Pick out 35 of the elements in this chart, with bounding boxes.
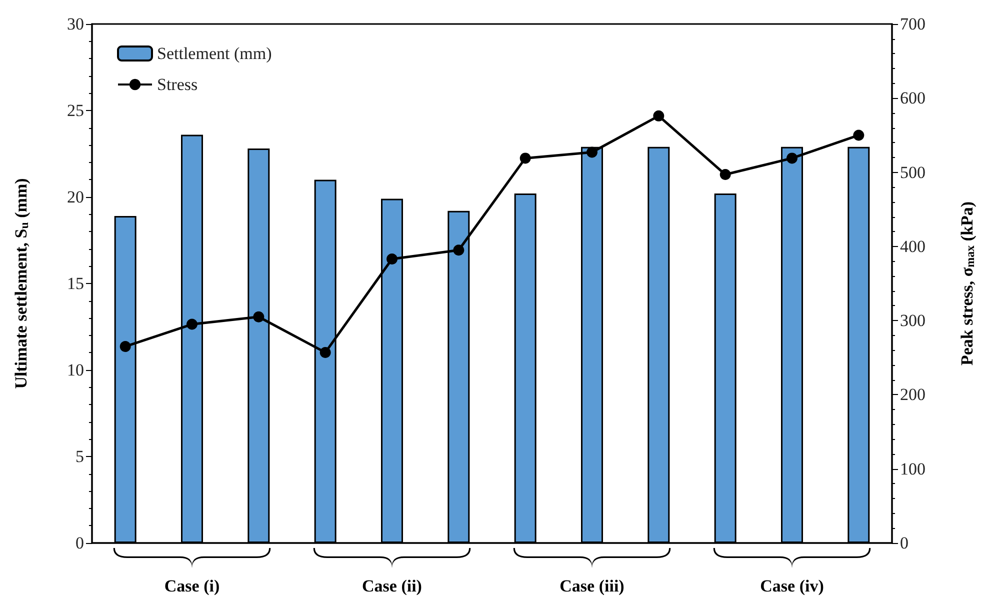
- legend-label: Settlement (mm): [157, 44, 272, 63]
- text: Case (ii): [362, 576, 422, 596]
- text: Case (iii): [560, 576, 624, 596]
- point: [720, 169, 731, 180]
- point: [186, 318, 198, 330]
- y2-tick-label: 200: [900, 385, 926, 404]
- point: [386, 254, 398, 265]
- point: [520, 152, 531, 164]
- point: [120, 341, 131, 352]
- point: [853, 130, 864, 141]
- point: [453, 244, 464, 256]
- y-tick-label: 30: [67, 14, 84, 34]
- y2-tick-label: 300: [900, 311, 926, 330]
- y-tick-label: 5: [76, 447, 84, 466]
- y2-tick-label: 600: [900, 88, 926, 108]
- y-tick-label: 15: [67, 274, 84, 293]
- point: [253, 311, 264, 322]
- y2-tick-label: 100: [900, 459, 926, 478]
- y-axis-title: Ultimate settlement, Su (mm): [12, 178, 31, 389]
- text: Case (iv): [760, 576, 824, 596]
- y-tick-label: 0: [76, 534, 84, 552]
- legend-label: Stress: [157, 75, 198, 94]
- y2-tick-label: 400: [900, 236, 926, 256]
- y2-tick-label: 0: [900, 534, 908, 552]
- y-tick-label: 10: [67, 360, 84, 380]
- y-tick-label: 20: [67, 188, 84, 206]
- y-tick-label: 25: [67, 101, 84, 120]
- text: Case (i): [164, 576, 220, 596]
- y2-axis-title: Peak stress, σmax (kPa): [958, 201, 977, 366]
- y2-tick-label: 500: [900, 162, 926, 182]
- point: [320, 346, 331, 358]
- point: [786, 152, 798, 164]
- point: [653, 110, 664, 122]
- point: [586, 146, 598, 158]
- y2-tick-label: 700: [900, 14, 926, 34]
